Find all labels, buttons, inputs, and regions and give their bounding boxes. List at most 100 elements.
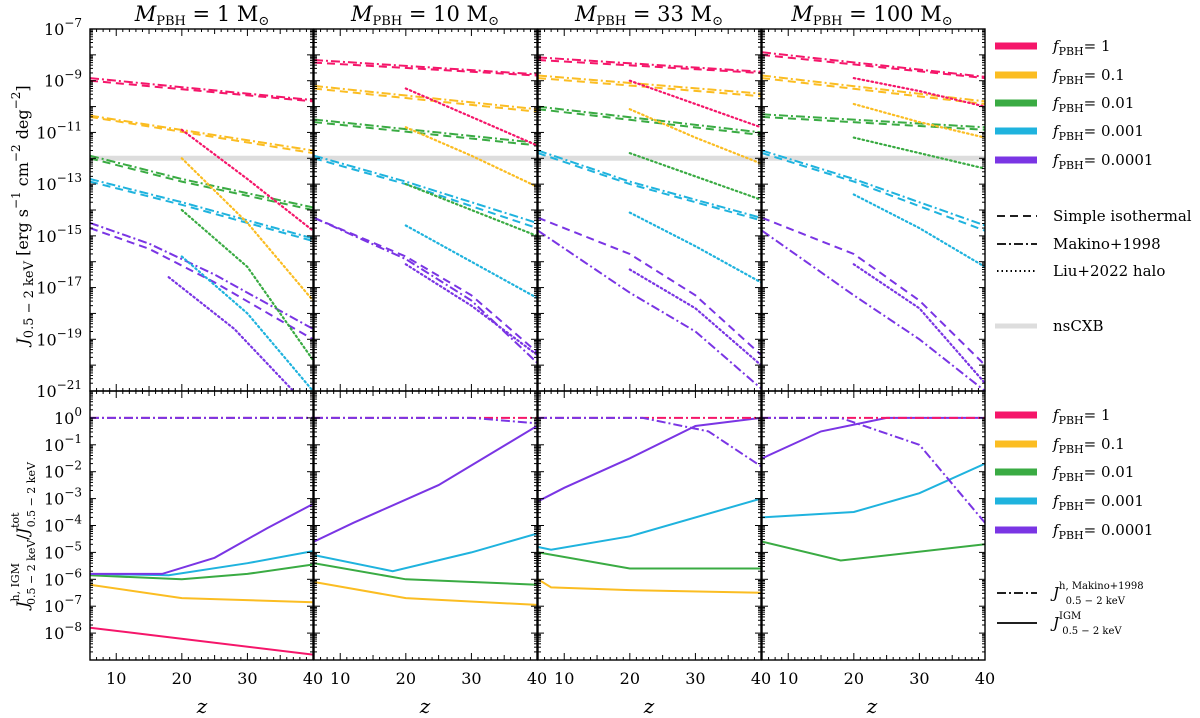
series-f01-dashdot bbox=[762, 74, 985, 103]
y-tick-label: 10−5 bbox=[44, 539, 82, 562]
legend-bottom-style-dashdot: Jh, Makino+1998 0.5 − 2 keV bbox=[997, 581, 1144, 607]
series-f00001-dashdot bbox=[314, 416, 537, 425]
series-f001-dashdot bbox=[538, 105, 761, 134]
series-f001-solid bbox=[90, 563, 313, 581]
series-f001-dashdot bbox=[314, 118, 537, 144]
x-ticks: 10 20 30 40 bbox=[537, 391, 771, 688]
series-f01-dotted bbox=[404, 126, 537, 188]
series-f01-dotted bbox=[180, 157, 313, 302]
series-f1-dashed bbox=[314, 61, 537, 77]
series-f01-dashdot bbox=[90, 114, 313, 152]
series-f1-dashed bbox=[90, 79, 313, 103]
x-tick-label: 10 bbox=[554, 669, 574, 688]
top-panel-3 bbox=[537, 28, 762, 392]
series-f00001-solid bbox=[762, 416, 985, 460]
legend-top-nscxb: nsCXB bbox=[995, 317, 1104, 335]
series-f0001-solid bbox=[314, 532, 537, 573]
series-f1-dashed bbox=[538, 59, 761, 74]
bottom-panel-3: 10 20 30 40 bbox=[537, 390, 771, 688]
x-tick-label: 10 bbox=[106, 669, 126, 688]
series-f0001-dotted bbox=[852, 193, 985, 268]
series-f00001-dashdot bbox=[538, 229, 761, 390]
series-f001-dashdot bbox=[90, 154, 313, 209]
series-f1-dotted bbox=[628, 79, 761, 129]
bottom-panel-frame bbox=[761, 390, 986, 661]
legend-top-style-dashdot: Makino+1998 bbox=[997, 235, 1161, 253]
x-tick-label: 30 bbox=[461, 669, 481, 688]
series-f001-dashed bbox=[314, 121, 537, 147]
series-f0001-dashdot bbox=[314, 154, 537, 224]
y-ticks bbox=[538, 391, 761, 661]
series-f1-solid bbox=[90, 626, 313, 656]
legend-top-item-f001: fPBH= 0.01 bbox=[995, 94, 1134, 115]
legend-bottom-item-f001: fPBH= 0.01 bbox=[995, 463, 1134, 484]
bottom-panel-2: 10 20 30 40 bbox=[313, 390, 547, 688]
top-panel-4 bbox=[761, 28, 986, 392]
y-tick-label: 10−21 bbox=[36, 378, 82, 401]
series-f0001-dotted bbox=[628, 211, 761, 284]
plot-area: 10−710−910−1110−1310−1510−1710−1910−2110… bbox=[36, 16, 995, 688]
series-f0001-solid bbox=[90, 550, 313, 577]
series-f00001-dashdot bbox=[762, 416, 985, 524]
series-f0001-dashed bbox=[90, 180, 313, 242]
series-f01-dashed bbox=[90, 115, 313, 155]
bottom-panel-frame bbox=[89, 390, 314, 661]
series-f00001-dotted bbox=[404, 263, 537, 356]
series-f0001-dashed bbox=[762, 152, 985, 232]
x-ticks bbox=[313, 29, 538, 391]
x-axis-label-4: z bbox=[866, 694, 878, 718]
y-tick-label: 10−2 bbox=[44, 459, 82, 482]
svg-text:fPBH= 0.01: fPBH= 0.01 bbox=[1052, 463, 1134, 484]
x-tick-label: 20 bbox=[844, 669, 864, 688]
legend-top: fPBH= 1 fPBH= 0.1 fPBH= 0.01 fPBH= 0.001… bbox=[995, 37, 1192, 335]
series-f0001-dashed bbox=[538, 152, 761, 222]
x-ticks bbox=[761, 29, 986, 391]
bottom-panel-frame bbox=[537, 390, 762, 661]
x-axis-label-1: z bbox=[196, 694, 208, 718]
series-f1-dashdot bbox=[762, 51, 985, 78]
y-ticks: 10−7 10−9 10−11 10−13 10−15 10−17 10−19 10−21 bbox=[36, 16, 313, 401]
svg-text:fPBH= 1: fPBH= 1 bbox=[1052, 406, 1111, 427]
bottom-y-axis-label: Jh, IGM 0.5 − 2 keV/Jtot 0.5 − 2 keV bbox=[9, 461, 38, 611]
svg-text:Simple isothermal: Simple isothermal bbox=[1053, 207, 1192, 225]
series-f1-dashed bbox=[762, 53, 985, 80]
panel-titles: MPBH = 1 M⊙ MPBH = 10 M⊙ MPBH = 33 M⊙ MP… bbox=[134, 2, 953, 29]
series-f0001-dashdot bbox=[762, 149, 985, 227]
series-f001-dotted bbox=[852, 136, 985, 170]
series-f0001-dashdot bbox=[538, 149, 761, 219]
y-ticks: 100 10−1 10−2 10−3 10−4 10−5 10−6 10−7 10−8 bbox=[44, 391, 313, 661]
y-tick-label: 100 bbox=[54, 405, 82, 428]
legend-bottom-item-f00001: fPBH= 0.0001 bbox=[995, 521, 1153, 542]
series-f001-solid bbox=[762, 540, 985, 562]
y-tick-label: 10−15 bbox=[36, 223, 82, 246]
series-f001-dashdot bbox=[762, 113, 985, 129]
legend-top-item-f1: fPBH= 1 bbox=[995, 37, 1111, 58]
top-panel-2-series bbox=[314, 59, 537, 364]
y-tick-label: 10−11 bbox=[36, 119, 82, 142]
top-panel-frame bbox=[313, 28, 538, 392]
series-f01-dashed bbox=[314, 87, 537, 113]
series-f00001-dotted bbox=[852, 263, 985, 385]
y-tick-label: 10−8 bbox=[44, 620, 82, 643]
title-panel-3: MPBH = 33 M⊙ bbox=[574, 2, 723, 29]
top-panel-frame bbox=[761, 28, 986, 392]
x-tick-label: 40 bbox=[975, 669, 995, 688]
series-f01-solid bbox=[90, 583, 313, 604]
legend-top-item-f00001: fPBH= 0.0001 bbox=[995, 151, 1153, 172]
x-ticks: 10 20 30 40 bbox=[313, 391, 547, 688]
bottom-panel-1-series bbox=[90, 416, 313, 656]
top-panel-1-series bbox=[90, 77, 313, 391]
top-panel-2 bbox=[313, 28, 538, 392]
legend-bottom-style-solid: JIGM 0.5 − 2 keV bbox=[997, 611, 1122, 637]
series-f01-solid bbox=[314, 581, 537, 606]
series-f1-dashdot bbox=[538, 56, 761, 73]
x-ticks: 10 20 30 40 bbox=[761, 391, 995, 688]
svg-text:fPBH= 0.1: fPBH= 0.1 bbox=[1052, 435, 1125, 456]
x-tick-label: 10 bbox=[778, 669, 798, 688]
x-tick-label: 30 bbox=[237, 669, 257, 688]
series-f00001-dashdot bbox=[314, 216, 537, 364]
y-tick-label: 10−17 bbox=[36, 275, 82, 298]
legend-bottom: fPBH= 1 fPBH= 0.1 fPBH= 0.01 fPBH= 0.001… bbox=[995, 406, 1153, 637]
bottom-panel-1: 10 20 30 4010010−110−210−310−410−510−610−71… bbox=[44, 390, 323, 688]
